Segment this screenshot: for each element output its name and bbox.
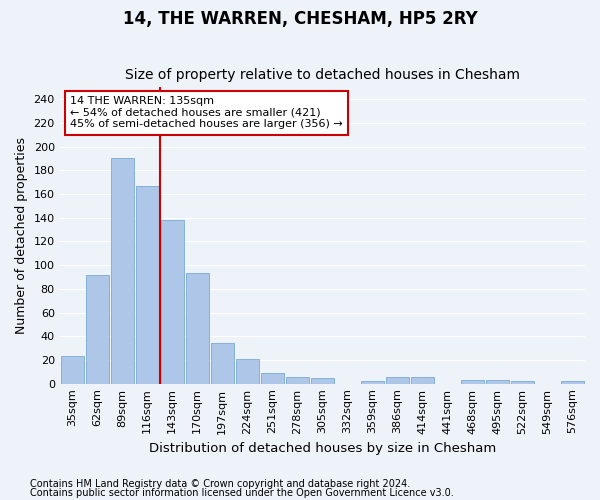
Bar bbox=[61, 356, 83, 384]
Text: 14 THE WARREN: 135sqm
← 54% of detached houses are smaller (421)
45% of semi-det: 14 THE WARREN: 135sqm ← 54% of detached … bbox=[70, 96, 343, 130]
Bar bbox=[211, 344, 234, 384]
Bar bbox=[486, 380, 509, 384]
Bar bbox=[236, 359, 259, 384]
Bar bbox=[311, 378, 334, 384]
Bar bbox=[86, 274, 109, 384]
Bar bbox=[561, 382, 584, 384]
Bar bbox=[511, 382, 534, 384]
Bar bbox=[261, 373, 284, 384]
Bar bbox=[186, 274, 209, 384]
Bar bbox=[286, 376, 309, 384]
Bar bbox=[161, 220, 184, 384]
Y-axis label: Number of detached properties: Number of detached properties bbox=[15, 137, 28, 334]
Bar bbox=[136, 186, 159, 384]
Bar bbox=[110, 158, 134, 384]
Bar bbox=[386, 376, 409, 384]
Title: Size of property relative to detached houses in Chesham: Size of property relative to detached ho… bbox=[125, 68, 520, 82]
Text: Contains HM Land Registry data © Crown copyright and database right 2024.: Contains HM Land Registry data © Crown c… bbox=[30, 479, 410, 489]
Text: Contains public sector information licensed under the Open Government Licence v3: Contains public sector information licen… bbox=[30, 488, 454, 498]
Text: 14, THE WARREN, CHESHAM, HP5 2RY: 14, THE WARREN, CHESHAM, HP5 2RY bbox=[122, 10, 478, 28]
Bar bbox=[361, 382, 384, 384]
Bar bbox=[461, 380, 484, 384]
Bar bbox=[411, 376, 434, 384]
X-axis label: Distribution of detached houses by size in Chesham: Distribution of detached houses by size … bbox=[149, 442, 496, 455]
